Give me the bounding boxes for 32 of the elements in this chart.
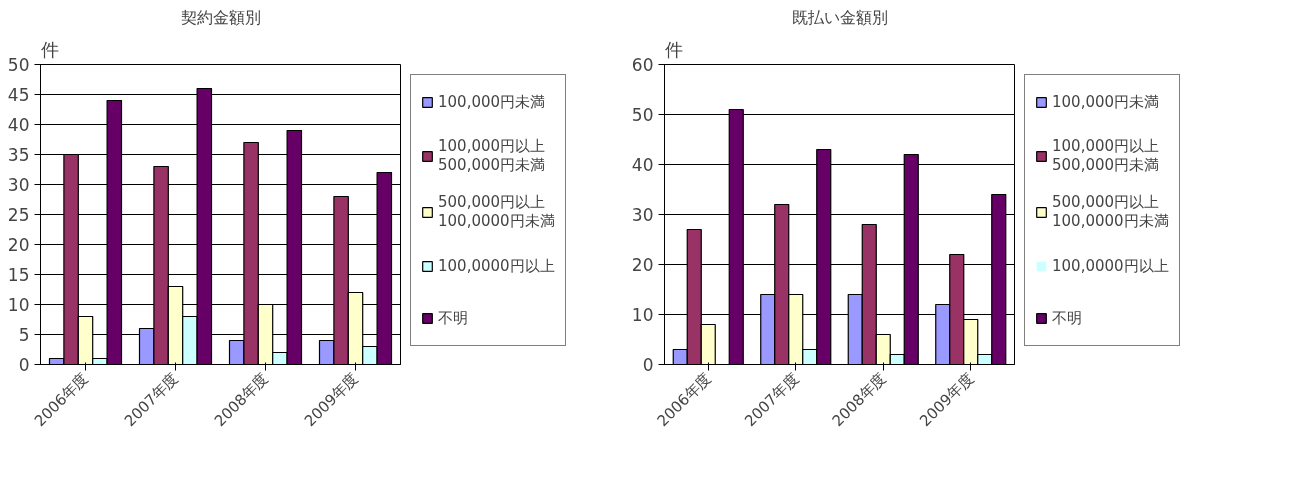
legend-label: 不明 [1052,307,1082,329]
y-tick-label: 10 [7,295,30,315]
y-tick-label: 10 [631,305,654,325]
legend-label: 100,000円以上 500,000円未満 [1052,137,1160,175]
y-axis-title: 件 [664,38,683,60]
y-tick-label: 0 [18,355,30,375]
y-tick-label: 20 [631,255,654,275]
y-tick-label: 60 [631,55,654,75]
y-tick-label: 30 [7,175,30,195]
y-tick-label: 50 [631,105,654,125]
y-tick-label: 5 [18,325,30,345]
legend-label: 100,000円以上 500,000円未満 [438,137,546,175]
legend-label: 500,000円以上 100,0000円未満 [1052,193,1169,231]
legend-label: 不明 [438,307,468,329]
legend-label: 100,0000円以上 [1052,255,1169,277]
chart-title: 既払い金額別 [791,7,888,27]
y-tick-label: 40 [631,155,654,175]
y-tick-label: 20 [7,235,30,255]
y-tick-label: 30 [631,205,654,225]
legend-label: 100,000円未満 [438,91,546,113]
y-tick-label: 35 [7,145,30,165]
legend-label: 100,0000円以上 [438,255,555,277]
y-tick-label: 40 [7,115,30,135]
legend-label: 100,000円未満 [1052,91,1160,113]
chart-title: 契約金額別 [180,7,261,27]
y-tick-label: 25 [7,205,30,225]
y-tick-label: 50 [7,55,30,75]
y-axis-title: 件 [40,38,59,60]
legend-label: 500,000円以上 100,0000円未満 [438,193,555,231]
y-tick-label: 0 [642,355,654,375]
y-tick-label: 45 [7,85,30,105]
y-tick-label: 15 [7,265,30,285]
